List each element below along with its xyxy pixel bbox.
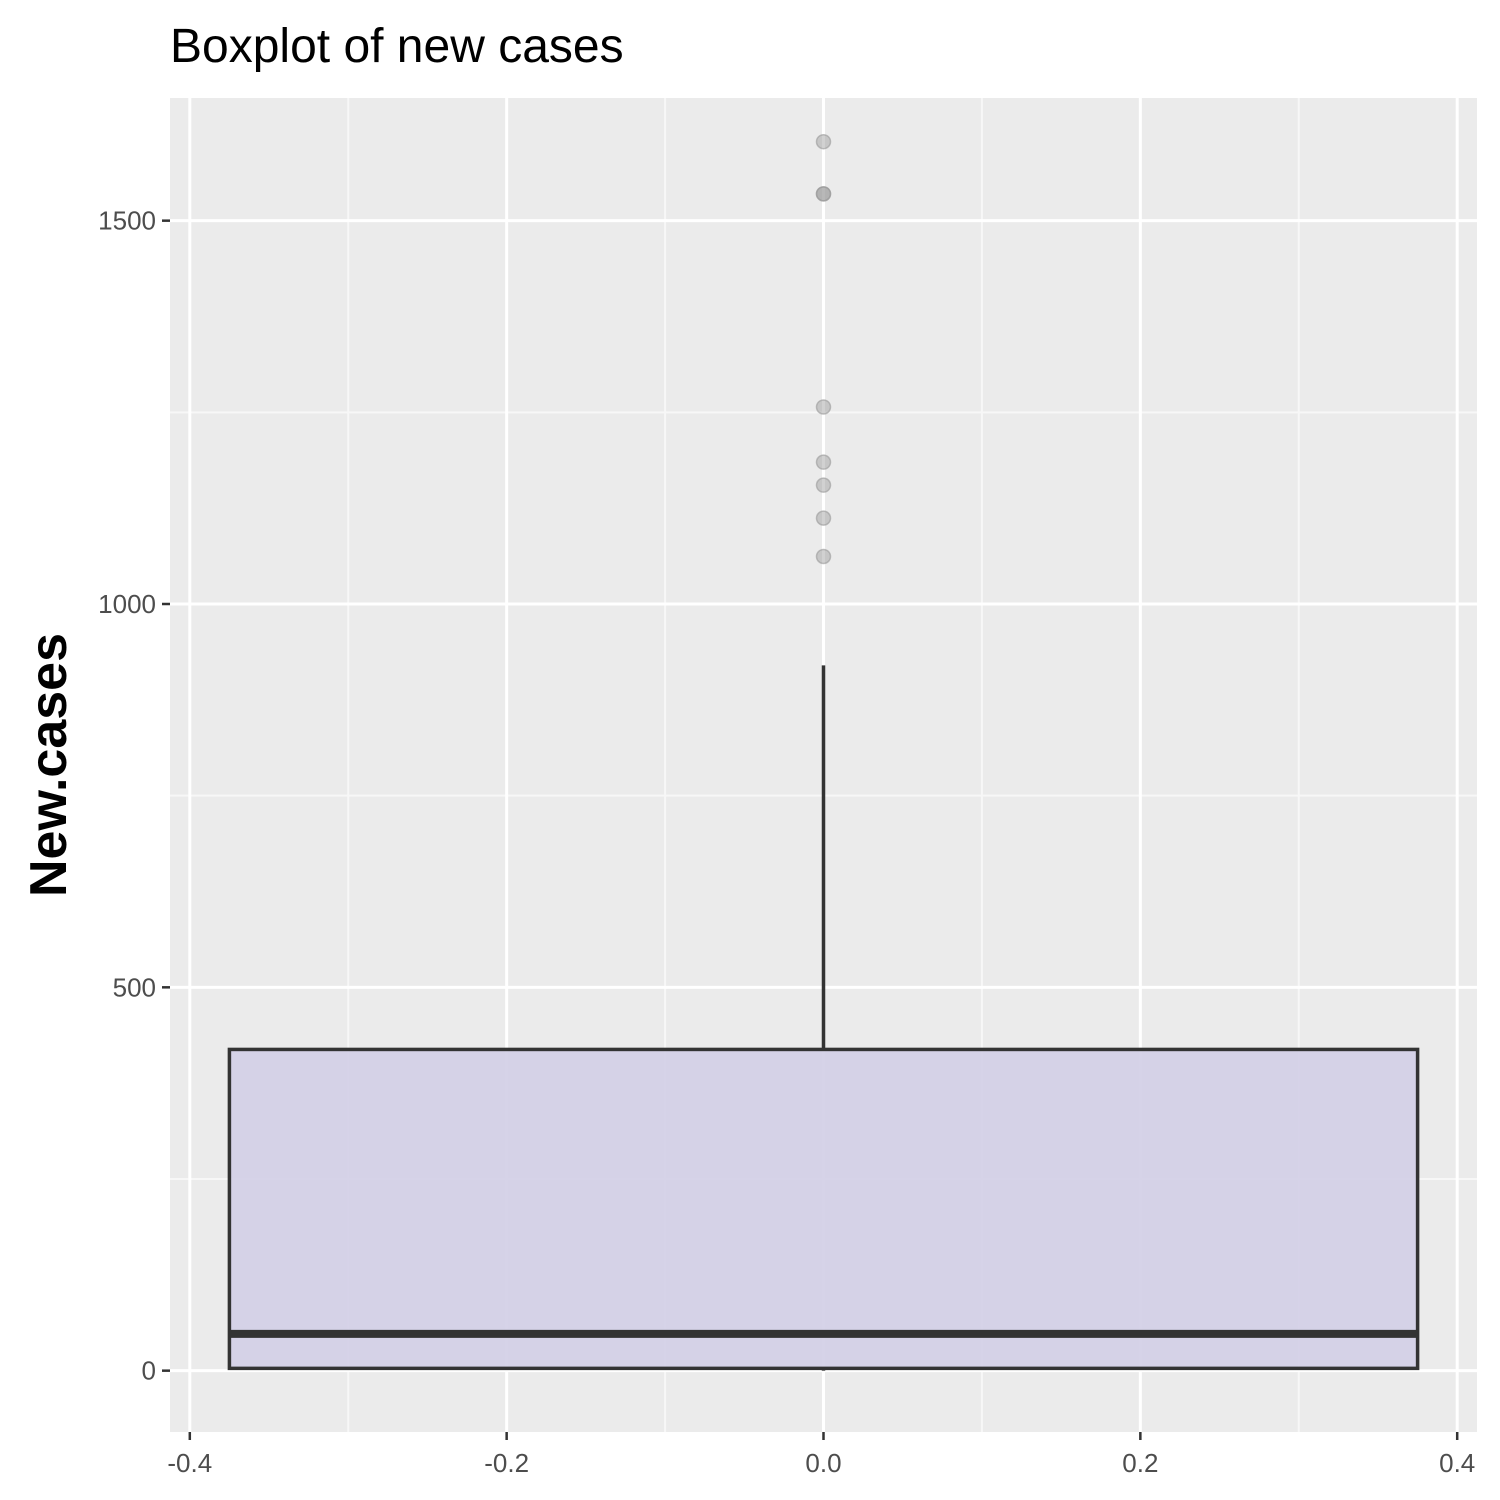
plot-panel: -0.4 -0.2 0.0 0.2 0.4 0 500 1000 1500 (98, 98, 1477, 1478)
x-tick-label: -0.4 (167, 1448, 212, 1478)
y-tick-label: 500 (113, 972, 156, 1002)
outlier-point (815, 548, 832, 565)
y-tick-label: 0 (142, 1356, 156, 1386)
outlier-point (815, 133, 832, 150)
outlier-point (815, 454, 832, 470)
x-tick-label: -0.2 (484, 1448, 529, 1478)
box-iqr (227, 1047, 1420, 1371)
outlier-point (815, 399, 832, 415)
y-tick-label: 1000 (98, 589, 156, 619)
y-tick-label: 1500 (98, 206, 156, 236)
x-tick-label: 0.2 (1122, 1448, 1158, 1478)
outlier-point (815, 186, 832, 202)
outlier-point (815, 510, 832, 526)
y-axis-label: New.cases (20, 633, 78, 897)
outlier-point (815, 477, 832, 493)
x-tick-label: 0.0 (805, 1448, 841, 1478)
chart-title: Boxplot of new cases (170, 20, 624, 73)
x-tick-label: 0.4 (1439, 1448, 1475, 1478)
